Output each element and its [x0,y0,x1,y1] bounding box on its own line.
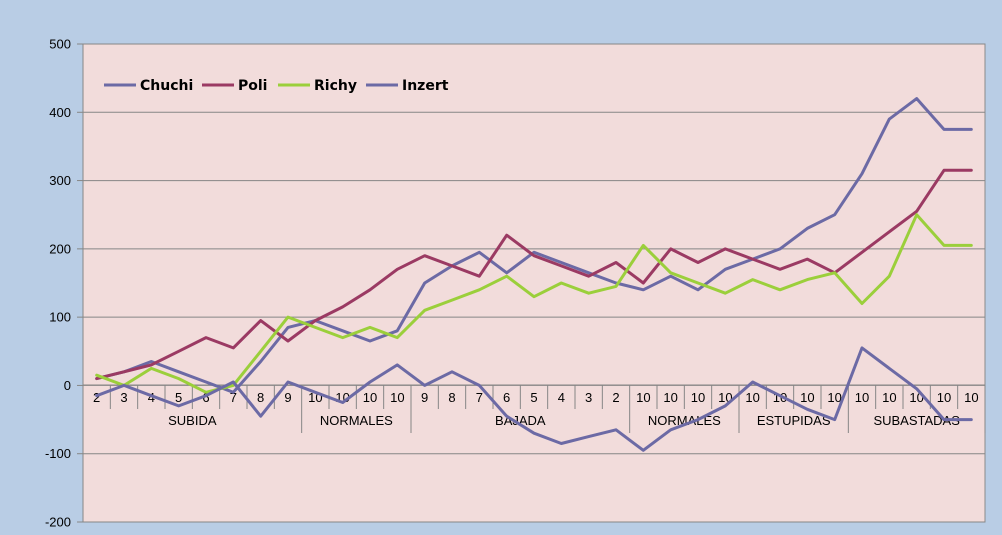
x-tick-label: 10 [390,390,404,405]
x-tick-label: 3 [120,390,127,405]
y-tick-label: 100 [49,310,71,325]
x-tick-label: 10 [363,390,377,405]
x-tick-label: 7 [230,390,237,405]
y-tick-label: -200 [45,515,71,530]
series-line-richy [95,213,973,394]
x-tick-label: 4 [558,390,565,405]
x-tick-label: 2 [93,390,100,405]
legend-label-poli: Poli [238,78,267,94]
group-label: NORMALES [320,413,393,428]
x-tick-label: 10 [800,390,814,405]
series-line-poli [95,168,973,381]
x-tick-label: 6 [503,390,510,405]
y-tick-label: -100 [45,446,71,461]
x-tick-label: 7 [476,390,483,405]
x-tick-label: 10 [937,390,951,405]
y-tick-label: 300 [49,173,71,188]
x-tick-label: 10 [855,390,869,405]
group-label: SUBASTADAS [873,413,960,428]
x-tick-label: 10 [827,390,841,405]
x-tick-label: 9 [421,390,428,405]
x-tick-label: 10 [691,390,705,405]
legend-label-inzert: Inzert [402,78,449,94]
series-line-inzert [95,346,973,452]
x-tick-label: 2 [612,390,619,405]
x-tick-label: 9 [284,390,291,405]
group-label: ESTUPIDAS [757,413,831,428]
x-axis: 2 3 4 5 6 7 8 9 10 10 10 10 9 8 7 6 5 4 3 2 10 10 10 10 10 10 10 10… [82,384,986,433]
x-tick-label: 10 [745,390,759,405]
x-tick-label: 10 [636,390,650,405]
legend-label-richy: Richy [314,78,357,94]
y-tick-label: 0 [64,378,71,393]
legend: Chuchi Poli Richy Inzert [104,78,449,94]
y-tick-label: 500 [49,37,71,52]
y-tick-label: 200 [49,241,71,256]
x-tick-label: 4 [148,390,155,405]
y-tick-label: 400 [49,105,71,120]
x-tick-label: 8 [448,390,455,405]
x-tick-label: 5 [530,390,537,405]
x-tick-label: 10 [964,390,978,405]
x-tick-label: 5 [175,390,182,405]
plot-area [82,43,986,523]
x-tick-label: 10 [882,390,896,405]
x-tick-label: 6 [202,390,209,405]
x-tick-label: 8 [257,390,264,405]
x-tick-label: 10 [663,390,677,405]
series-line-chuchi [95,97,973,394]
x-tick-label: 3 [585,390,592,405]
legend-label-chuchi: Chuchi [140,78,193,94]
series-lines [95,97,973,452]
group-label: SUBIDA [168,413,217,428]
y-axis: -200 -100 0 100 200 300 400 500 [45,37,84,530]
